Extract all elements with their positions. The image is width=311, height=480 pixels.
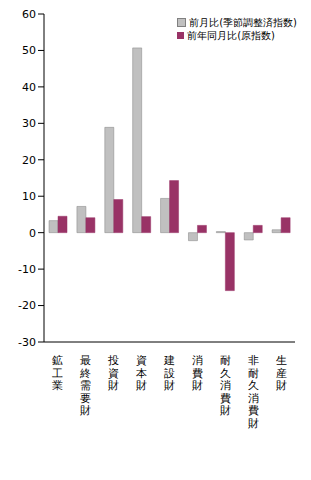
- svg-text:60: 60: [22, 8, 36, 21]
- svg-text:建設財: 建設財: [163, 354, 175, 392]
- svg-text:資本財: 資本財: [136, 354, 147, 392]
- svg-text:-30: -30: [18, 336, 36, 349]
- svg-text:0: 0: [29, 227, 36, 240]
- svg-text:耐久消費財: 耐久消費財: [220, 354, 231, 417]
- html-text:前月比(季節調整済指数): 前月比(季節調整済指数): [189, 17, 297, 28]
- svg-text:投資財: 投資財: [107, 354, 119, 392]
- svg-text:20: 20: [22, 154, 36, 167]
- svg-text:生産財: 生産財: [276, 354, 287, 392]
- svg-text:鉱工業: 鉱工業: [52, 354, 63, 392]
- svg-text:-10: -10: [18, 263, 36, 276]
- svg-text:40: 40: [22, 81, 36, 94]
- svg-text:30: 30: [22, 117, 36, 130]
- svg-text:10: 10: [22, 190, 36, 203]
- svg-text:50: 50: [22, 44, 36, 57]
- svg-text:非耐久消費財: 非耐久消費財: [248, 354, 259, 430]
- svg-text:最終需要財: 最終需要財: [79, 354, 91, 417]
- svg-text:消費財: 消費財: [192, 354, 203, 392]
- svg-text:-20: -20: [18, 299, 36, 312]
- html-text:前年同月比(原指数): 前年同月比(原指数): [187, 30, 275, 41]
